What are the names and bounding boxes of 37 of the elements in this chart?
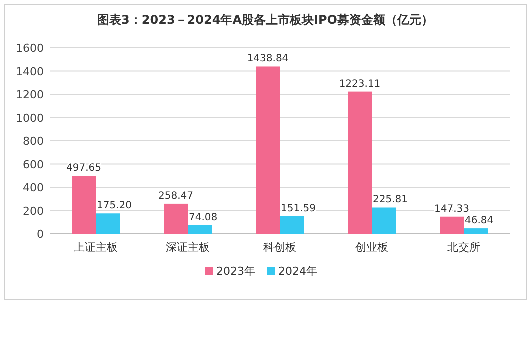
data-label: 1223.11 [339, 78, 381, 90]
data-label: 497.65 [66, 163, 102, 174]
y-tick-label: 1400 [16, 65, 44, 78]
x-tick-label: 上证主板 [74, 241, 118, 254]
data-label: 74.08 [189, 212, 218, 224]
bar [372, 208, 396, 234]
y-tick-label: 800 [23, 135, 44, 148]
y-tick-label: 0 [37, 228, 44, 241]
bar [348, 92, 372, 234]
y-tick-label: 400 [23, 182, 44, 194]
y-tick-label: 1600 [16, 42, 44, 55]
data-label: 1438.84 [247, 54, 289, 65]
y-tick-label: 1200 [16, 88, 44, 102]
bar [164, 204, 188, 234]
y-tick-label: 600 [23, 158, 44, 172]
bar [96, 214, 120, 234]
chart-title: 图表3：2023－2024年A股各上市板块IPO募资金额（亿元） [98, 13, 434, 27]
data-label: 151.59 [281, 203, 316, 214]
bar [188, 225, 212, 234]
x-tick-label: 深证主板 [166, 241, 210, 254]
legend-label: 2023年 [216, 265, 256, 278]
y-tick-label: 200 [23, 204, 44, 218]
bar [280, 216, 304, 234]
bar [72, 176, 96, 234]
data-label: 147.33 [434, 204, 470, 215]
x-tick-label: 北交所 [448, 241, 480, 254]
legend-label: 2024年 [278, 265, 318, 278]
data-label: 225.81 [373, 194, 408, 206]
data-label: 46.84 [465, 216, 494, 227]
x-tick-label: 科创板 [264, 241, 296, 254]
y-tick-label: 1000 [16, 112, 44, 125]
data-label: 175.20 [97, 200, 132, 212]
x-tick-label: 创业板 [356, 241, 388, 254]
bar [256, 66, 280, 234]
bar [440, 216, 464, 234]
bar [464, 228, 488, 234]
data-label: 258.47 [158, 190, 194, 202]
